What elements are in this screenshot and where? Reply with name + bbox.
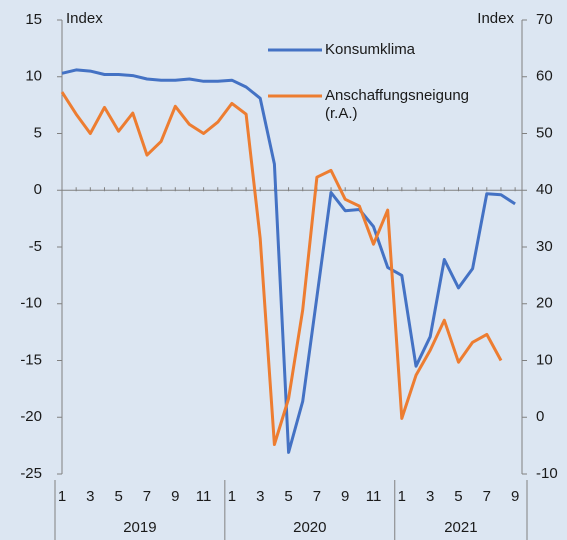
x-tick-label: 1: [398, 488, 406, 505]
y2-tick-label: 60: [536, 68, 553, 85]
x-tick-label: 9: [341, 488, 349, 505]
y-tick-label: -25: [20, 465, 42, 482]
x-tick-label: 5: [454, 488, 462, 505]
y2-tick-label: 40: [536, 181, 553, 198]
y2-tick-label: 30: [536, 238, 553, 255]
x-tick-label: 11: [196, 488, 212, 505]
y2-axis-label: Index: [477, 10, 514, 27]
x-tick-label: 9: [511, 488, 519, 505]
y-axis-label: Index: [66, 10, 103, 27]
y2-tick-label: 0: [536, 408, 544, 425]
x-tick-label: 3: [256, 488, 264, 505]
x-tick-label: 11: [366, 488, 382, 505]
series-line: [61, 68, 516, 454]
year-label: 2020: [293, 519, 326, 536]
x-tick-label: 1: [228, 488, 236, 505]
x-tick-label: 5: [114, 488, 122, 505]
y-tick-label: 5: [34, 124, 42, 141]
y2-tick-label: 20: [536, 295, 553, 312]
y-tick-label: 0: [34, 181, 42, 198]
x-tick-label: 5: [284, 488, 292, 505]
x-tick-label: 7: [483, 488, 491, 505]
year-label: 2019: [123, 519, 156, 536]
series-line: [60, 91, 503, 446]
year-label: 2021: [444, 519, 477, 536]
y2-tick-label: 10: [536, 351, 553, 368]
x-tick-label: 7: [313, 488, 321, 505]
x-tick-label: 3: [426, 488, 434, 505]
x-tick-label: 3: [86, 488, 94, 505]
y2-tick-label: 70: [536, 11, 553, 28]
y2-tick-label: 50: [536, 124, 553, 141]
y-tick-label: -10: [20, 295, 42, 312]
y-tick-label: 15: [25, 11, 42, 28]
y-tick-label: -15: [20, 351, 42, 368]
legend-label: Anschaffungsneigung (r.A.): [325, 87, 470, 122]
x-tick-label: 7: [143, 488, 151, 505]
legend-label: Konsumklima: [325, 41, 416, 58]
x-tick-label: 9: [171, 488, 179, 505]
y-tick-label: 10: [25, 68, 42, 85]
y-tick-label: -20: [20, 408, 42, 425]
y2-tick-label: -10: [536, 465, 558, 482]
y-tick-label: -5: [29, 238, 42, 255]
x-tick-label: 1: [58, 488, 66, 505]
